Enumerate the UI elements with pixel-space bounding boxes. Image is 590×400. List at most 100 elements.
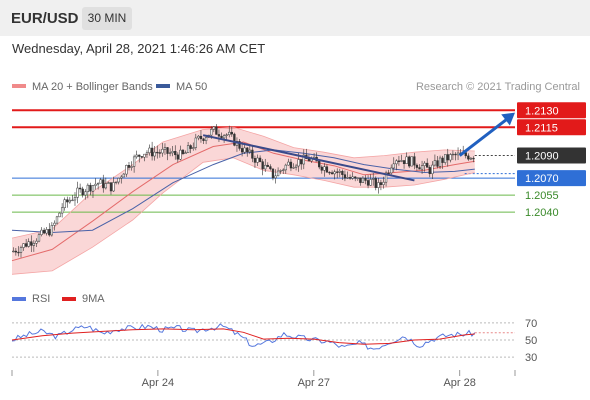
candle-body [395,160,398,165]
candle-body [392,163,395,169]
candle-body [143,153,146,158]
date-text: Wednesday, April 28, 2021 1:46:26 AM CET [12,41,266,56]
candle-body [37,234,41,242]
candle-body [120,176,123,179]
candle-body [384,172,388,183]
candle-body [415,164,419,168]
candle-body [333,171,336,175]
candle-body [351,176,354,179]
candle-body [240,148,244,153]
candle-body [163,147,167,150]
legend-swatch [12,84,26,88]
candle-body [135,154,138,158]
x-tick-label: Apr 27 [298,377,330,389]
rsi-tick-label: 50 [525,335,537,347]
candle-body [279,170,282,172]
candle-body [284,164,287,171]
candle-body [158,152,161,154]
candle-body [328,171,331,174]
symbol-label: EUR/USD [11,10,79,27]
candle-body [166,147,169,154]
candle-body [78,187,82,190]
legend-label: RSI [32,293,50,305]
candle-body [467,155,470,160]
candle-body [153,151,156,157]
candle-body [282,169,285,171]
candle-body [271,168,275,179]
candle-body [400,160,403,162]
candle-body [50,225,53,236]
candle-body [225,134,228,136]
candle-body [297,159,300,167]
candle-body [382,181,385,185]
candle-body [253,158,257,163]
candle-body [84,191,87,196]
level-label: 1.2130 [525,105,559,117]
level-tag [517,147,586,164]
bollinger-lower [11,157,475,275]
candle-body [30,241,33,246]
candle-body [117,177,120,183]
trendline [202,134,415,182]
candle-body [408,156,411,167]
candle-body [189,145,192,149]
x-tick-label: Apr 28 [443,377,475,389]
candle-body [156,151,159,154]
candle-body [251,149,254,159]
candle-body [204,137,208,141]
candle-body [161,148,164,154]
level-tag [517,170,586,187]
candle-body [122,173,125,178]
candle-body [22,243,25,248]
candle-body [140,156,143,158]
candle-body [449,154,452,161]
candle-body [14,250,18,253]
candle-body [405,156,408,164]
candle-body [451,153,455,156]
candle-body [53,222,56,226]
forecast-arrow-shaft [458,116,510,157]
candle-body [472,157,475,160]
candle-body [243,147,246,153]
candle-body [171,151,174,154]
candle-body [338,170,341,173]
level-label: 1.2115 [525,122,558,134]
candle-body [469,157,473,160]
candle-body [68,199,71,203]
candle-body [86,184,89,193]
candle-body [261,161,264,170]
candle-body [45,229,48,234]
candle-body [423,162,426,166]
candle-body [102,179,105,189]
candle-body [444,154,447,163]
candle-body [372,178,375,180]
candle-body [104,183,107,189]
candle-body [174,151,177,156]
candle-body [58,212,61,218]
candle-body [359,177,362,183]
timeframe-badge[interactable]: 30 MIN [82,7,132,30]
candle-body [202,138,205,141]
candle-body [71,199,74,202]
candle-body [369,179,372,186]
candle-body [150,147,154,157]
candle-body [184,152,187,154]
bollinger-band [12,127,475,275]
candle-body [276,170,280,177]
candle-body [48,229,51,236]
level-tag [517,102,586,119]
candle-body [446,154,449,161]
candle-body [228,131,231,136]
candle-body [179,149,182,160]
candle-body [428,167,431,175]
candle-body [24,243,28,247]
candle-body [289,161,293,169]
candle-body [222,135,226,139]
candle-body [433,160,437,166]
candle-body [138,154,141,157]
candle-body [377,182,380,188]
candle-body [186,145,190,153]
legend-swatch [156,84,170,88]
